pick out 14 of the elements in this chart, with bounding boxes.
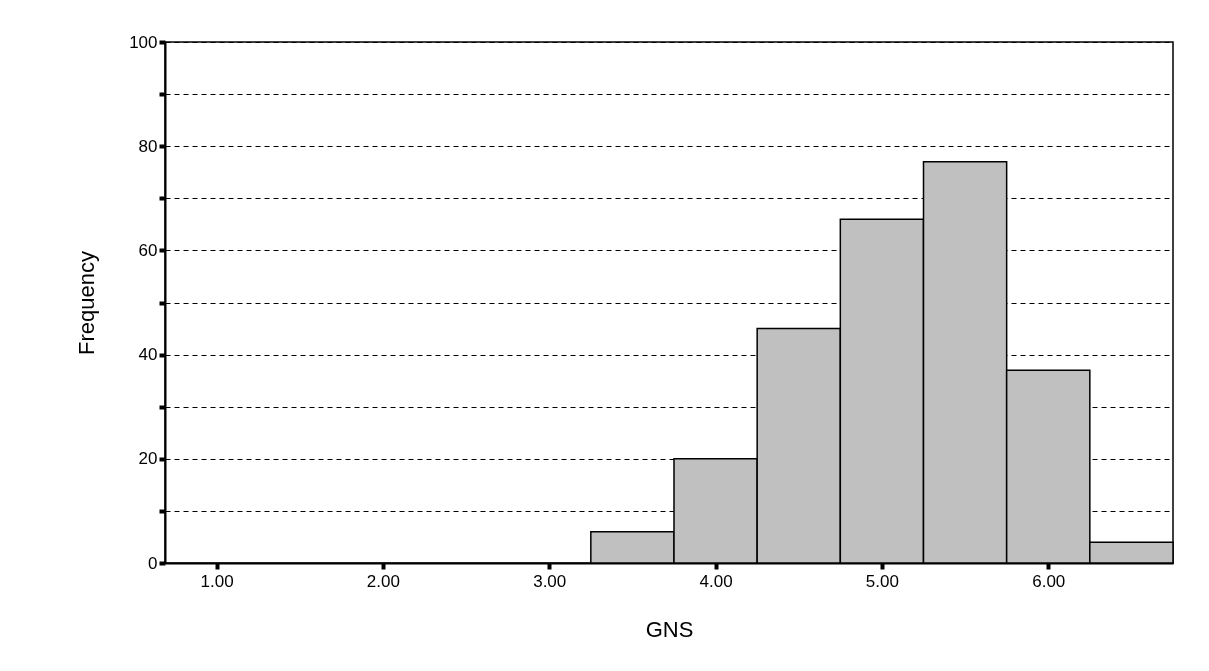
x-tick-label: 2.00: [366, 571, 400, 591]
x-tick-label: 3.00: [533, 571, 567, 591]
y-tick-label: 100: [129, 32, 158, 52]
x-tick-label: 4.00: [699, 571, 733, 591]
y-tick-label: 40: [138, 345, 158, 365]
x-tick-label: 6.00: [1032, 571, 1066, 591]
y-tick-label: 80: [138, 136, 158, 156]
y-tick-label: 20: [138, 449, 158, 469]
x-axis-title: GNS: [645, 616, 694, 642]
y-axis-title: Frequency: [74, 251, 100, 355]
x-tick-label: 5.00: [865, 571, 899, 591]
x-tick-label: 1.00: [200, 571, 234, 591]
y-tick-label: 60: [138, 240, 158, 260]
y-tick-label: 0: [148, 553, 158, 573]
